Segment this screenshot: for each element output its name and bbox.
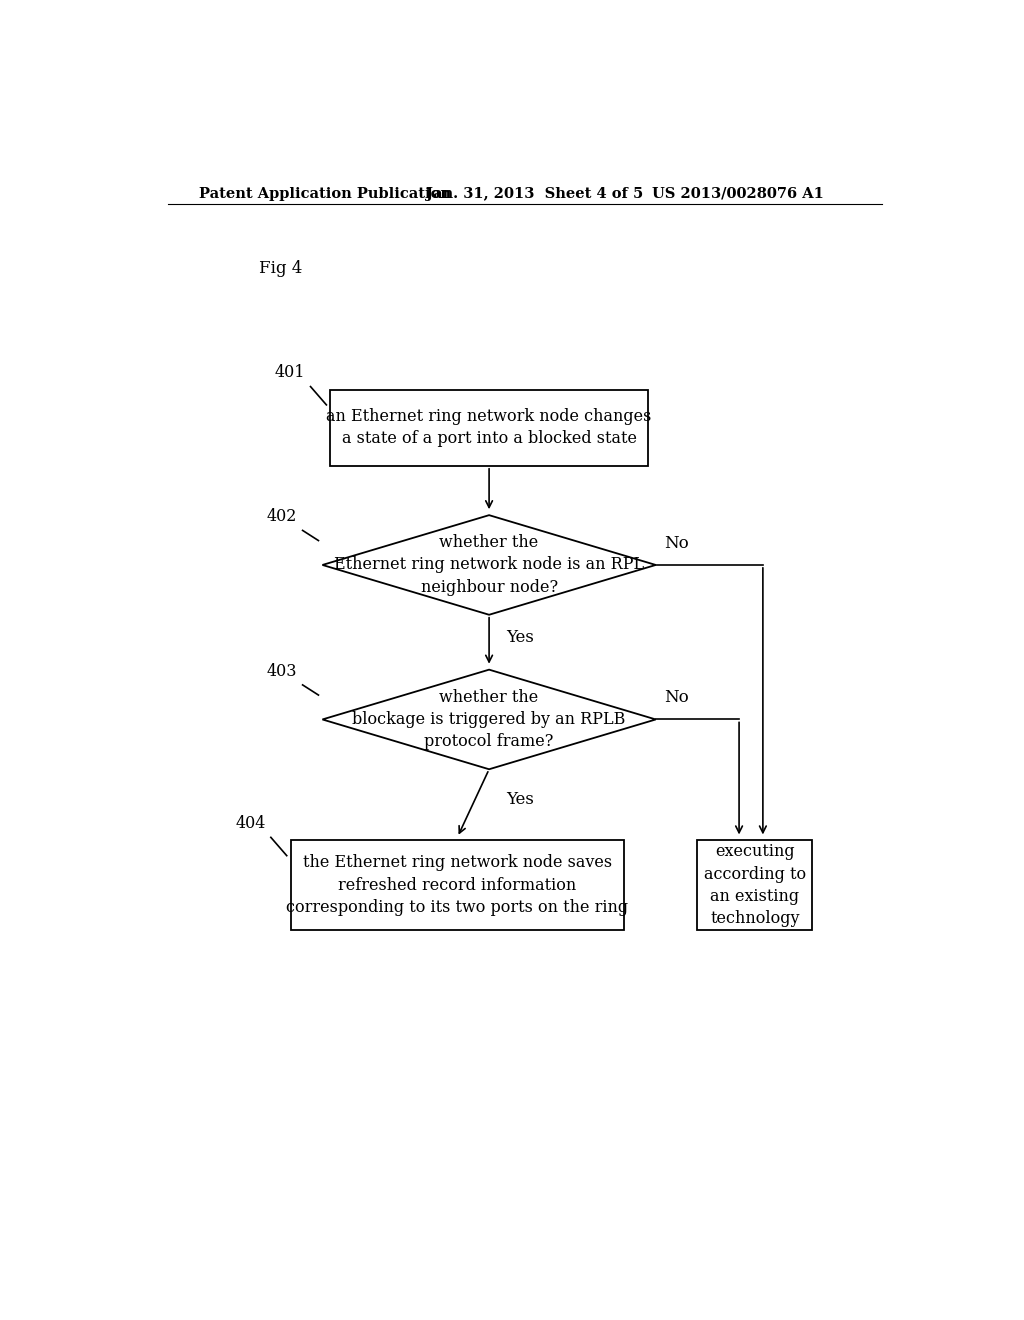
Text: US 2013/0028076 A1: US 2013/0028076 A1 bbox=[652, 187, 823, 201]
Text: executing
according to
an existing
technology: executing according to an existing techn… bbox=[703, 843, 806, 927]
Text: whether the
Ethernet ring network node is an RPL
neighbour node?: whether the Ethernet ring network node i… bbox=[334, 535, 644, 595]
Text: 404: 404 bbox=[236, 816, 265, 833]
Text: the Ethernet ring network node saves
refreshed record information
corresponding : the Ethernet ring network node saves ref… bbox=[287, 854, 629, 916]
Text: No: No bbox=[664, 535, 688, 552]
Bar bbox=[697, 841, 812, 929]
Text: Yes: Yes bbox=[507, 628, 535, 645]
Text: 401: 401 bbox=[274, 364, 305, 381]
Text: an Ethernet ring network node changes
a state of a port into a blocked state: an Ethernet ring network node changes a … bbox=[327, 408, 651, 447]
Text: No: No bbox=[664, 689, 688, 706]
Text: Yes: Yes bbox=[507, 791, 535, 808]
Bar bbox=[291, 841, 624, 929]
Text: Jan. 31, 2013  Sheet 4 of 5: Jan. 31, 2013 Sheet 4 of 5 bbox=[426, 187, 643, 201]
Text: whether the
blockage is triggered by an RPLB
protocol frame?: whether the blockage is triggered by an … bbox=[352, 689, 626, 750]
Bar bbox=[331, 389, 648, 466]
Text: 402: 402 bbox=[267, 508, 297, 525]
Polygon shape bbox=[323, 515, 655, 615]
Text: 403: 403 bbox=[267, 663, 297, 680]
Polygon shape bbox=[323, 669, 655, 770]
Text: Patent Application Publication: Patent Application Publication bbox=[200, 187, 452, 201]
Text: Fig 4: Fig 4 bbox=[259, 260, 302, 277]
